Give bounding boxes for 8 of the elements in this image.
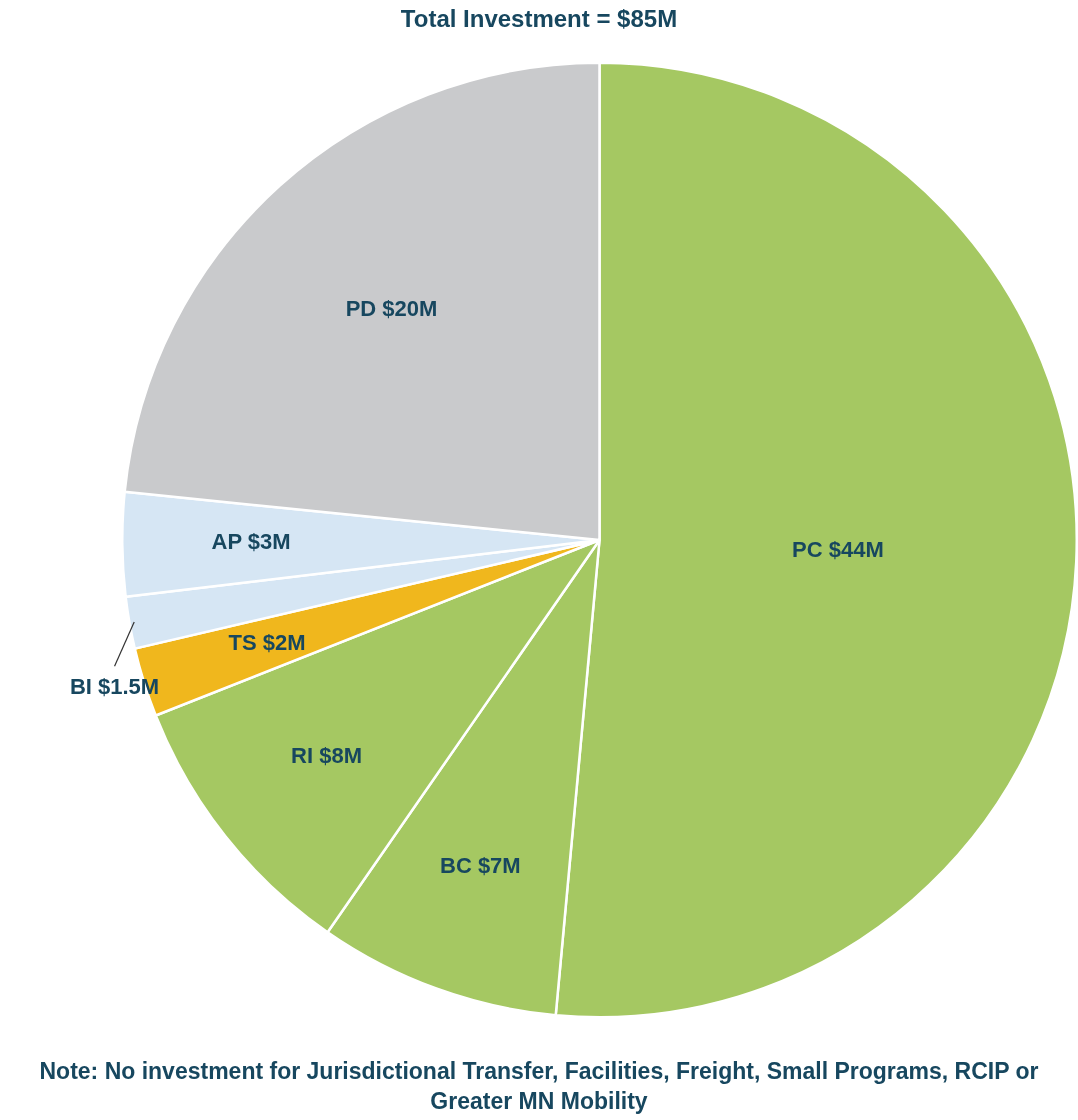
slice-label: BC $7M	[440, 853, 521, 879]
slice-label: TS $2M	[228, 630, 306, 656]
slice-label: RI $8M	[291, 742, 363, 768]
slice-label: PC $44M	[792, 537, 884, 563]
chart-title: Total Investment = $85M	[399, 4, 679, 34]
slice-label: PD $20M	[345, 295, 438, 321]
text: Note: No investment for Jurisdictional Transfer, Facilities, Freight, Small Programs, RCIP or Greater MN Mobility	[38, 1057, 1040, 1116]
slice-label: AP $3M	[211, 529, 291, 555]
